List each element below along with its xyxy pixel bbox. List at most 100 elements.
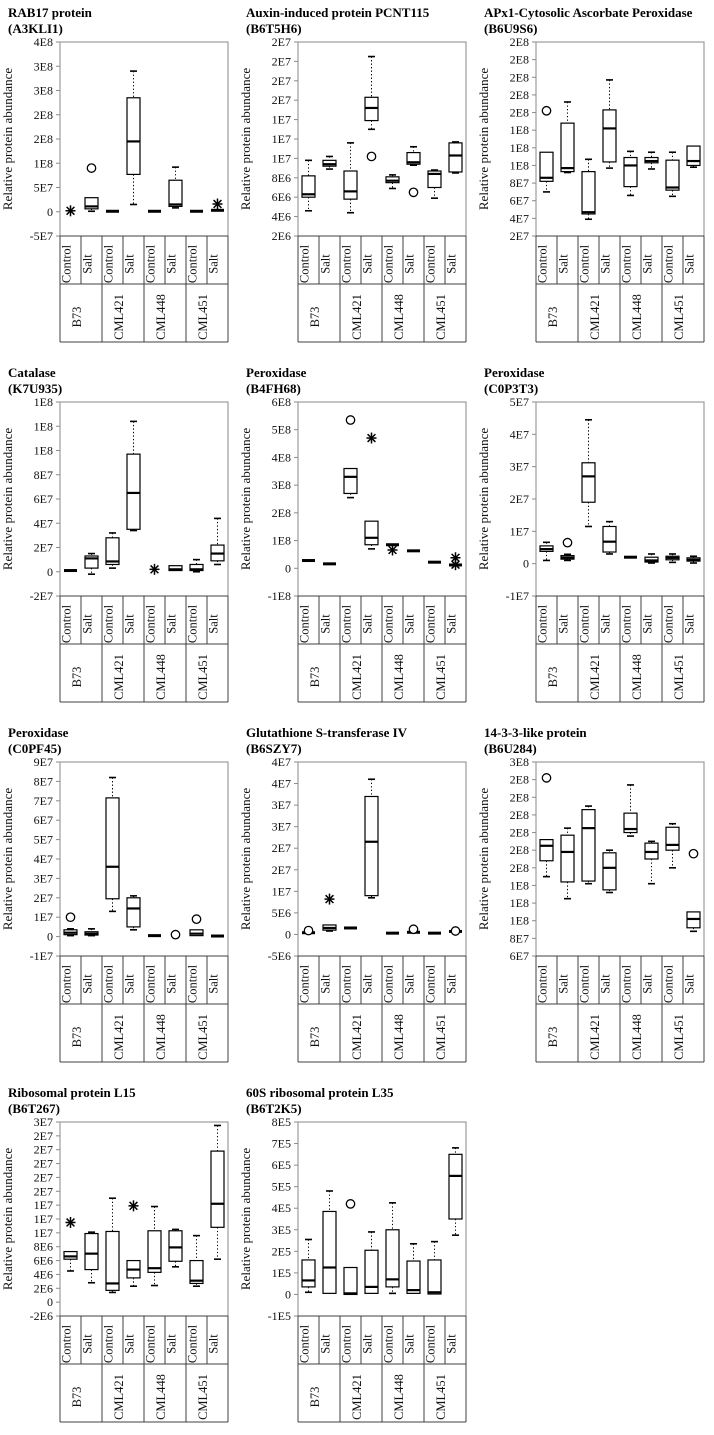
condition-label: Control: [536, 244, 550, 283]
plot-accession: (B6T5H6): [246, 21, 302, 36]
boxplot-canvas: 2E7 2E7 2E7 2E7 1E7 1E7 1E7 8E6 6E6 4E6 2E6 Relativ…: [238, 38, 467, 343]
iqr-box: [448, 142, 463, 173]
genotype-label: CML451: [196, 1374, 210, 1420]
y-tick-label: 1E8: [34, 398, 53, 409]
condition-label: Salt: [599, 254, 613, 274]
iqr-box: [427, 1259, 442, 1295]
y-tick-label: 1E7: [272, 113, 291, 127]
y-tick-label: 2E7: [272, 38, 291, 49]
iqr-box: [623, 812, 638, 834]
condition-label: Salt: [403, 614, 417, 634]
condition-label: Salt: [403, 1334, 417, 1354]
genotype-label: CML421: [112, 1374, 126, 1420]
genotype-label: B73: [308, 667, 322, 688]
y-tick-label: 2E7: [272, 74, 291, 88]
boxplot-cell-rab17: RAB17 protein (A3KLI1) 4E8 3E8 3E8 2E8 2E8 1E…: [0, 4, 238, 346]
plot-title: 14-3-3-like protein: [484, 725, 587, 740]
plot-accession: (C0P3T3): [484, 381, 539, 396]
boxplot-canvas: 8E5 7E5 6E5 5E5 4E5 3E5 2E5 1E5 0 -1E5 Relative pr…: [238, 1118, 467, 1423]
plot-title: Auxin-induced protein PCNT115: [246, 5, 430, 20]
condition-label: Control: [382, 604, 396, 643]
condition-label: Salt: [319, 1334, 333, 1354]
condition-label: Salt: [361, 254, 375, 274]
genotype-label: CML451: [672, 654, 686, 700]
y-axis-title: Relative protein abundance: [0, 68, 15, 210]
genotype-label: CML451: [196, 654, 210, 700]
y-tick-label: -1E5: [268, 1309, 291, 1323]
y-tick-label: 2E8: [272, 506, 291, 520]
iqr-box: [343, 1266, 358, 1296]
condition-label: Control: [620, 244, 634, 283]
plot-title: Ribosomal protein L15: [8, 1085, 136, 1100]
iqr-box: [105, 1230, 120, 1291]
condition-label: Control: [298, 604, 312, 643]
y-tick-label: 8E6: [272, 171, 291, 185]
genotype-label: CML451: [196, 294, 210, 340]
outlier-asterisk: [129, 1201, 138, 1211]
condition-label: Control: [144, 604, 158, 643]
iqr-box: [364, 795, 379, 897]
condition-label: Control: [298, 1324, 312, 1363]
outlier-circle: [191, 914, 202, 924]
plot-frame: [535, 401, 705, 597]
outlier-circle: [86, 163, 97, 173]
boxplot-cell-apx1: APx1-Cytosolic Ascorbate Peroxidase (B6U…: [476, 4, 714, 346]
plot-accession: (B6U284): [484, 741, 537, 756]
plot-title: Peroxidase: [8, 725, 69, 740]
y-tick-label: 3E7: [272, 798, 291, 812]
y-tick-label: 2E6: [34, 1281, 53, 1295]
condition-label: Control: [424, 964, 438, 1003]
iqr-box: [539, 151, 554, 182]
plot-title-block: APx1-Cytosolic Ascorbate Peroxidase (B6U…: [476, 4, 714, 38]
iqr-box: [301, 175, 316, 198]
y-tick-label: 2E8: [510, 53, 529, 67]
condition-label: Salt: [557, 974, 571, 994]
genotype-label: CML448: [154, 1014, 168, 1060]
iqr-box: [581, 171, 596, 215]
iqr-box: [322, 1210, 337, 1294]
boxplot-cell-l35: 60S ribosomal protein L35 (B6T2K5) 8E5 7E…: [238, 1084, 476, 1426]
genotype-label: CML421: [112, 654, 126, 700]
y-tick-label: -2E7: [30, 589, 53, 603]
y-tick-label: 4E7: [272, 758, 291, 769]
genotype-label: B73: [546, 667, 560, 688]
boxplot-cell-pcnt115: Auxin-induced protein PCNT115 (B6T5H6) 2…: [238, 4, 476, 346]
boxplot-canvas: 4E7 4E7 3E7 3E7 2E7 2E7 1E7 5E6 0 -5E6 Relative pr…: [238, 758, 467, 1063]
condition-label: Control: [424, 1324, 438, 1363]
condition-label: Salt: [207, 974, 221, 994]
empty-cell: [476, 1084, 714, 1426]
y-tick-label: 1E5: [272, 1266, 291, 1280]
condition-label: Salt: [403, 254, 417, 274]
boxplot-canvas: 2E8 2E8 2E8 2E8 2E8 1E8 1E8 1E8 8E7 6E7 4E7 2E7 Rela…: [476, 38, 705, 343]
iqr-box: [406, 151, 421, 165]
outlier-circle: [65, 912, 76, 923]
y-tick-label: 0: [47, 930, 53, 944]
plot-accession: (C0PF45): [8, 741, 62, 756]
outlier-circle: [408, 924, 419, 935]
y-tick-label: 5E7: [510, 398, 529, 409]
condition-label: Control: [536, 604, 550, 643]
plot-frame: [297, 41, 467, 237]
genotype-label: CML421: [350, 654, 364, 700]
condition-label: Salt: [445, 614, 459, 634]
condition-label: Salt: [641, 614, 655, 634]
condition-label: Salt: [123, 974, 137, 994]
condition-label: Salt: [557, 254, 571, 274]
y-tick-label: 2E8: [510, 790, 529, 804]
condition-label: Control: [186, 1324, 200, 1363]
condition-label: Salt: [641, 974, 655, 994]
outlier-circle: [408, 187, 419, 198]
condition-label: Salt: [445, 1334, 459, 1354]
y-tick-label: 2E7: [34, 541, 53, 555]
y-tick-label: 5E5: [272, 1180, 291, 1194]
y-axis-title: Relative protein abundance: [476, 428, 491, 570]
boxplot-canvas: 4E8 3E8 3E8 2E8 2E8 1E8 5E7 0 -5E7 Relative prote…: [0, 38, 229, 343]
y-tick-label: 5E6: [272, 906, 291, 920]
outlier-circle: [541, 105, 552, 116]
plot-accession: (K7U935): [8, 381, 63, 396]
condition-label: Salt: [123, 254, 137, 274]
iqr-box: [364, 1249, 379, 1294]
genotype-label: CML448: [392, 1374, 406, 1420]
condition-label: Control: [662, 604, 676, 643]
outlier-asterisk: [451, 553, 460, 563]
